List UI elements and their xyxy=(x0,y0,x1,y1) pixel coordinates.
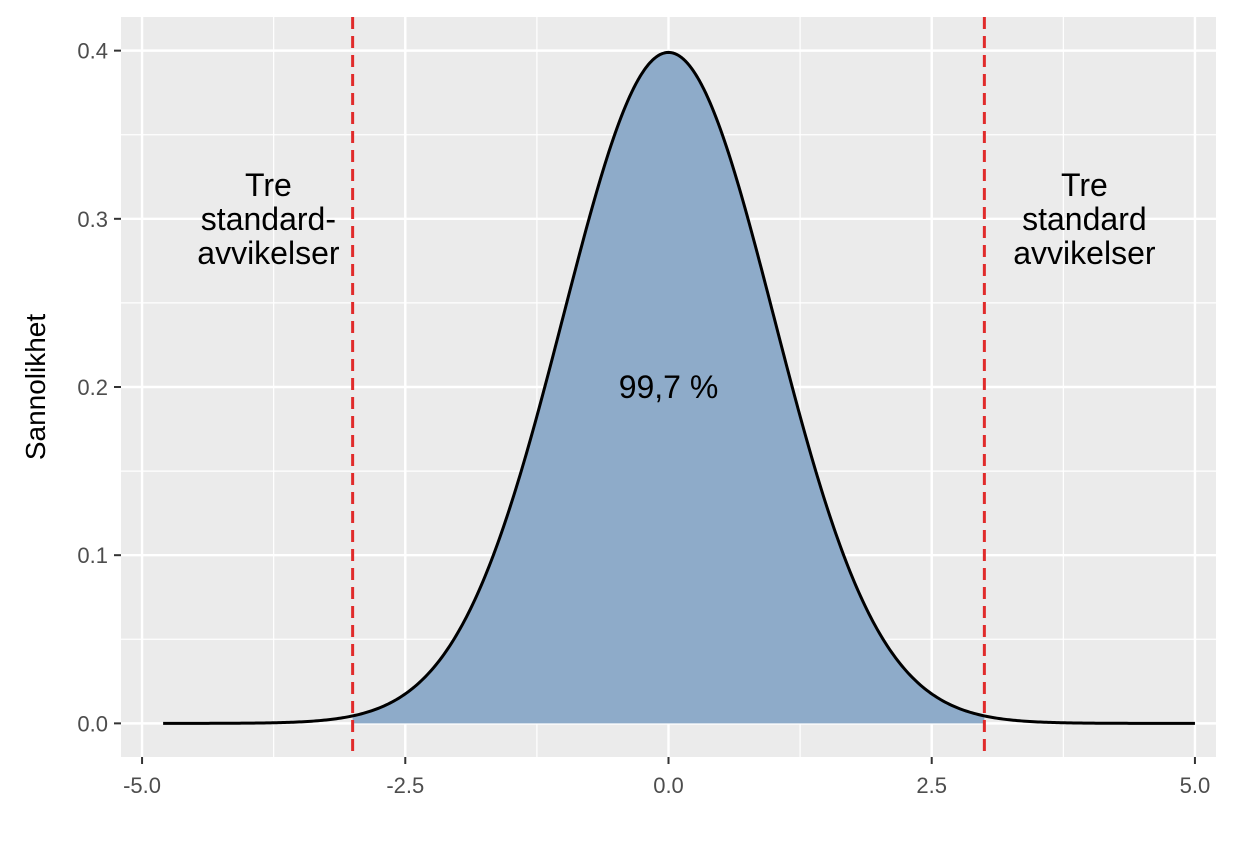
y-tick-label: 0.0 xyxy=(77,711,108,736)
axis-layer: -5.0 -2.5 0.0 2.5 5.0 0.0 0.1 0.2 0.3 0.4 xyxy=(77,39,1210,798)
annotation-1: Tre standard-avvikelser xyxy=(197,167,340,271)
area-layer xyxy=(163,50,1195,725)
x-tick-label: -2.5 xyxy=(386,773,424,798)
x-tick-label: -5.0 xyxy=(123,773,161,798)
x-tick-label: 5.0 xyxy=(1180,773,1211,798)
x-tick-label: 0.0 xyxy=(653,773,684,798)
annotation-line: 99,7 % xyxy=(619,369,719,405)
vline-layer xyxy=(351,17,986,757)
y-tick-label: 0.2 xyxy=(77,375,108,400)
annotation-line: standard- xyxy=(201,201,336,237)
annotation-2: 99,7 % xyxy=(619,369,719,405)
annotation-line: Tre xyxy=(245,167,292,203)
annotation-3: Tre standard avvikelser xyxy=(1013,167,1156,271)
density-curve xyxy=(163,50,1195,725)
annotation-line: Tre xyxy=(1061,167,1108,203)
annotation-line: standard xyxy=(1022,201,1147,237)
y-axis-label: Sannolikhet xyxy=(20,314,51,461)
annotation-line: avvikelser xyxy=(1013,235,1156,271)
x-tick-label: 2.5 xyxy=(916,773,947,798)
annotation-line: avvikelser xyxy=(197,235,340,271)
shaded-area-within-three-sd xyxy=(352,52,985,724)
y-tick-label: 0.4 xyxy=(77,39,108,64)
y-tick-label: 0.1 xyxy=(77,543,108,568)
y-tick-label: 0.3 xyxy=(77,207,108,232)
